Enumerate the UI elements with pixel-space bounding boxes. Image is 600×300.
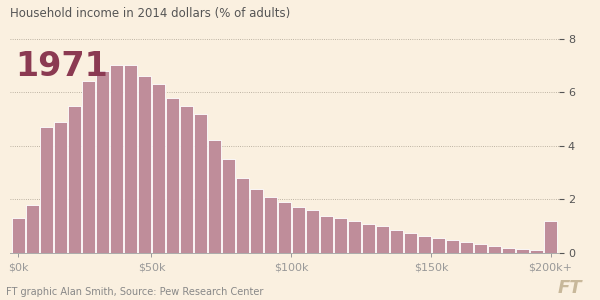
Bar xyxy=(152,84,165,253)
Bar xyxy=(166,98,179,253)
Bar xyxy=(306,210,319,253)
Bar xyxy=(460,242,473,253)
Bar xyxy=(390,230,403,253)
Bar xyxy=(54,122,67,253)
Bar xyxy=(474,244,487,253)
Text: 1971: 1971 xyxy=(16,50,109,83)
Bar xyxy=(446,240,459,253)
Bar xyxy=(334,218,347,253)
Text: FT graphic Alan Smith, Source: Pew Research Center: FT graphic Alan Smith, Source: Pew Resea… xyxy=(6,287,263,297)
Bar xyxy=(404,233,417,253)
Bar xyxy=(180,106,193,253)
Bar xyxy=(376,226,389,253)
Bar xyxy=(264,197,277,253)
Bar xyxy=(348,221,361,253)
Bar xyxy=(110,65,123,253)
Bar xyxy=(194,114,207,253)
Bar xyxy=(362,224,375,253)
Bar xyxy=(138,76,151,253)
Bar xyxy=(320,215,333,253)
Text: FT: FT xyxy=(557,279,582,297)
Bar xyxy=(82,82,95,253)
Bar xyxy=(208,140,221,253)
Bar xyxy=(502,248,515,253)
Bar xyxy=(292,208,305,253)
Bar xyxy=(418,236,431,253)
Bar xyxy=(432,238,445,253)
Bar xyxy=(68,106,81,253)
Bar xyxy=(544,221,557,253)
Bar xyxy=(250,189,263,253)
Bar xyxy=(40,127,53,253)
Bar xyxy=(12,218,25,253)
Bar xyxy=(124,65,137,253)
Bar xyxy=(488,246,501,253)
Bar xyxy=(236,178,249,253)
Bar xyxy=(96,71,109,253)
Bar xyxy=(516,249,529,253)
Bar xyxy=(222,159,235,253)
Bar xyxy=(278,202,291,253)
Bar xyxy=(530,250,543,253)
Text: Household income in 2014 dollars (% of adults): Household income in 2014 dollars (% of a… xyxy=(10,7,290,20)
Bar xyxy=(26,205,39,253)
